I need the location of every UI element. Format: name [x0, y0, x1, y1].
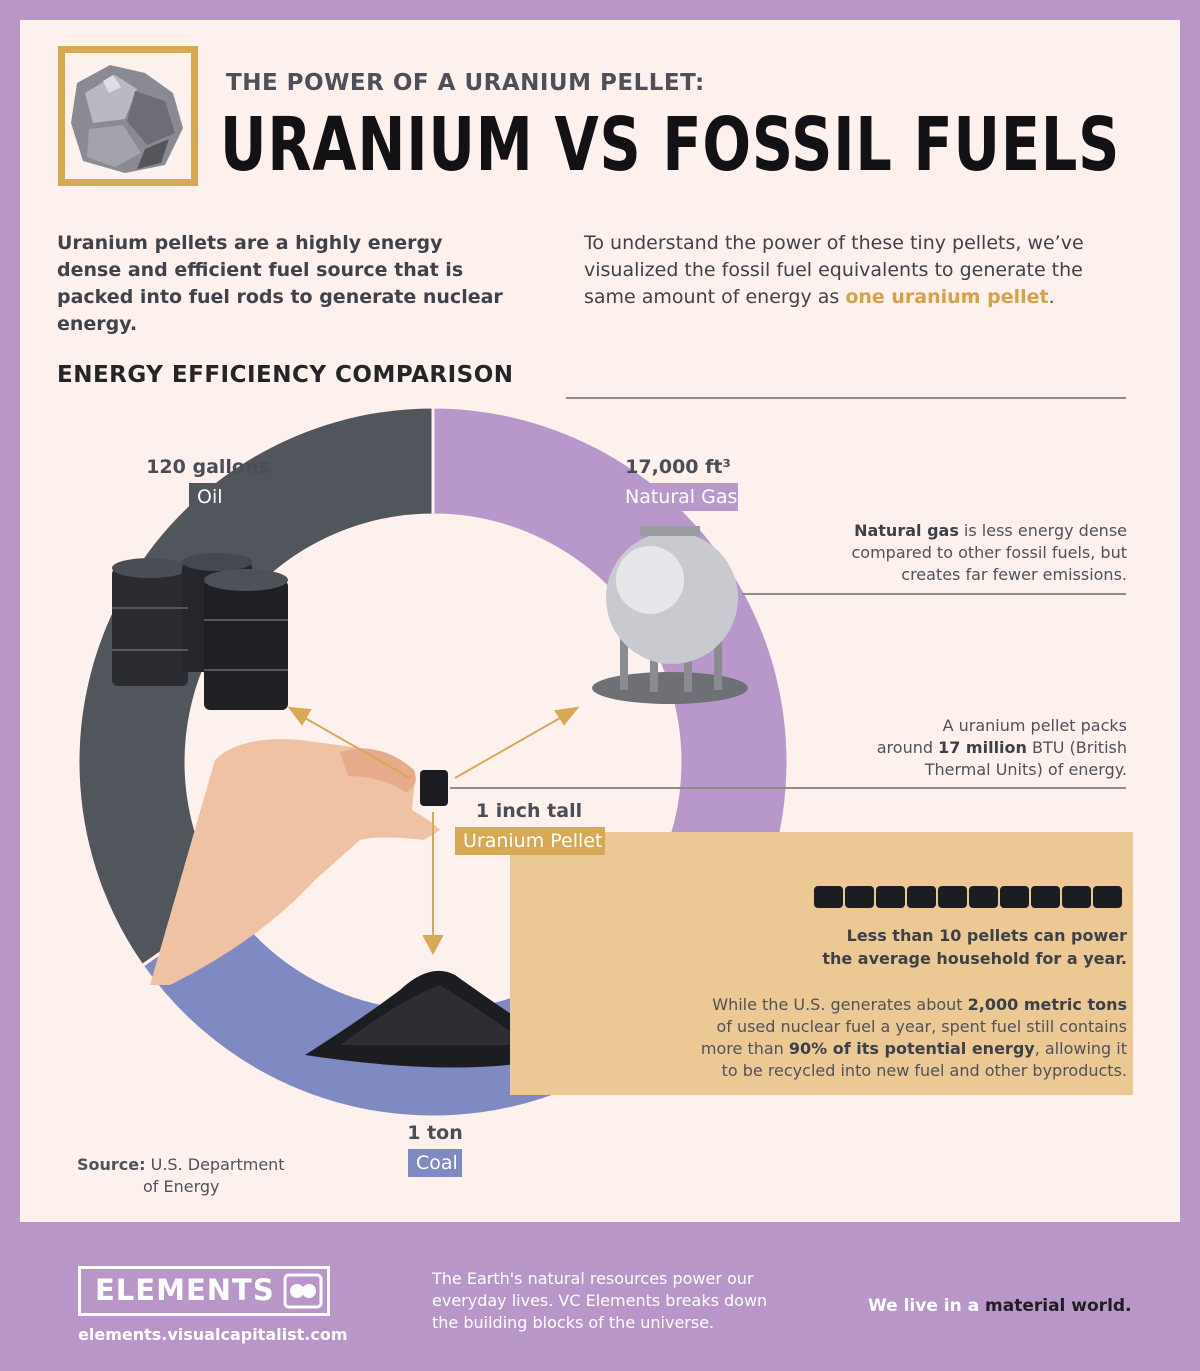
- pellet-note-line2: around 17 million BTU (British: [760, 737, 1127, 759]
- oil-barrels-icon: [112, 553, 288, 710]
- coal-tag: Coal: [408, 1149, 462, 1177]
- recycling-info-box: [510, 832, 1133, 1095]
- arrows: [287, 706, 580, 956]
- box-body: While the U.S. generates about 2,000 met…: [560, 994, 1127, 1082]
- gas-note: Natural gas is less energy dense compare…: [760, 520, 1127, 586]
- gas-note-line3: creates far fewer emissions.: [901, 565, 1127, 584]
- stack-pellet: [845, 886, 874, 908]
- box-body-line2: of used nuclear fuel a year, spent fuel …: [716, 1017, 1127, 1036]
- footer-blurb: The Earth's natural resources power our …: [432, 1269, 768, 1332]
- pellet-note-bold: 17 million: [938, 738, 1027, 757]
- gas-tank-icon: [592, 526, 748, 704]
- pellet-note-text: BTU (British: [1026, 738, 1127, 757]
- coal-amount: 1 ton: [407, 1122, 463, 1144]
- pellet-note: A uranium pellet packs around 17 million…: [760, 715, 1127, 781]
- intro-right-end: .: [1048, 286, 1055, 308]
- header-kicker: THE POWER OF A URANIUM PELLET:: [226, 70, 705, 96]
- oil-tag: Oil: [189, 483, 229, 511]
- uranium-ore-icon: [71, 65, 183, 173]
- box-bold-energy: 90% of its potential energy: [788, 1039, 1035, 1058]
- footer-tag-bold: material world.: [985, 1296, 1132, 1316]
- elements-brand: ELEMENTS: [95, 1273, 275, 1307]
- box-text: , allowing it: [1034, 1039, 1127, 1058]
- pellet-note-text: around: [876, 738, 939, 757]
- footer-url[interactable]: elements.visualcapitalist.com: [78, 1325, 348, 1344]
- pellet-note-line3: Thermal Units) of energy.: [924, 760, 1127, 779]
- footer-tagline: We live in a material world.: [868, 1296, 1132, 1316]
- source-line1: U.S. Department: [150, 1155, 285, 1174]
- oil-amount: 120 gallons: [146, 456, 270, 478]
- footer-tag-text: We live in a: [868, 1296, 986, 1316]
- uranium-ore-image-frame: [58, 46, 198, 186]
- page-title: URANIUM VS FOSSIL FUELS: [220, 102, 1121, 188]
- source-label: Source:: [77, 1155, 146, 1174]
- coal-pile-icon: [305, 970, 565, 1068]
- elements-logo-icon: [283, 1273, 323, 1309]
- intro-right-part: To understand the power of these tiny pe…: [584, 232, 1084, 308]
- gas-note-text: is less energy dense: [958, 521, 1127, 540]
- elements-logo[interactable]: [78, 1266, 330, 1316]
- stack-pellet: [1000, 886, 1029, 908]
- box-bold-tons: 2,000 metric tons: [967, 995, 1127, 1014]
- source-note: Source: U.S. Department of Energy: [77, 1154, 285, 1198]
- gas-amount: 17,000 ft³: [625, 456, 731, 478]
- pellet-tag: Uranium Pellet: [455, 827, 605, 855]
- pellet-stack-icon: [814, 886, 1122, 908]
- gas-note-line2: compared to other fossil fuels, but: [851, 543, 1127, 562]
- gas-note-bold: Natural gas: [854, 521, 959, 540]
- hand-icon: [150, 739, 440, 985]
- stack-pellet: [876, 886, 905, 908]
- box-body-line3: more than 90% of its potential energy, a…: [560, 1038, 1127, 1060]
- box-text: more than: [700, 1039, 789, 1058]
- box-headline-line2: the average household for a year.: [822, 949, 1127, 968]
- box-body-line4: to be recycled into new fuel and other b…: [721, 1061, 1127, 1080]
- source-line2: of Energy: [143, 1177, 220, 1196]
- intro-highlight: one uranium pellet: [845, 286, 1049, 308]
- gas-note-line1: Natural gas is less energy dense: [760, 520, 1127, 542]
- box-text: While the U.S. generates about: [712, 995, 968, 1014]
- stack-pellet: [969, 886, 998, 908]
- stack-pellet: [1093, 886, 1122, 908]
- pellet-note-line1: A uranium pellet packs: [942, 716, 1127, 735]
- stack-pellet: [1031, 886, 1060, 908]
- gas-tag: Natural Gas: [617, 483, 738, 511]
- section-rule: [566, 397, 1126, 399]
- stack-pellet: [1062, 886, 1091, 908]
- section-title: ENERGY EFFICIENCY COMPARISON: [57, 362, 514, 388]
- intro-left-text: Uranium pellets are a highly energy dens…: [57, 232, 503, 335]
- oil-segment: [76, 405, 435, 968]
- stack-pellet: [814, 886, 843, 908]
- uranium-pellet-icon: [420, 770, 448, 806]
- stack-pellet: [907, 886, 936, 908]
- intro-right-text: To understand the power of these tiny pe…: [584, 230, 1114, 311]
- stack-pellet: [938, 886, 967, 908]
- box-body-line1: While the U.S. generates about 2,000 met…: [560, 994, 1127, 1016]
- box-headline: Less than 10 pellets can power the avera…: [560, 924, 1127, 970]
- pellet-amount: 1 inch tall: [475, 800, 583, 822]
- box-headline-line1: Less than 10 pellets can power: [846, 926, 1127, 945]
